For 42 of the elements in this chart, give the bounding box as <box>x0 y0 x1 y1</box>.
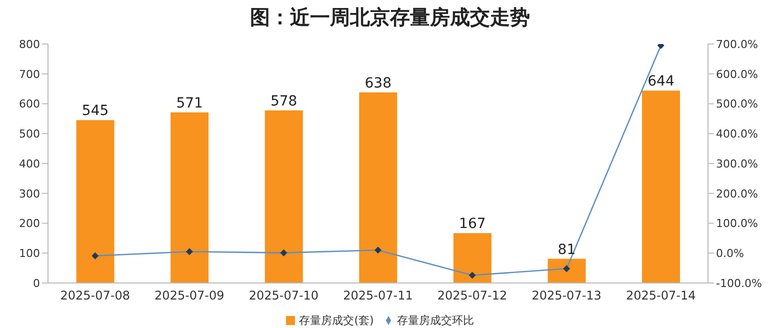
x-tick-label: 2025-07-08 <box>60 288 130 303</box>
chart-title: 图：近一周北京存量房成交走势 <box>249 4 531 31</box>
bar <box>76 120 114 283</box>
y-tick-label: 100 <box>19 247 40 260</box>
legend-label: 存量房成交(套) <box>299 314 374 327</box>
x-tick-label: 2025-07-09 <box>154 288 224 303</box>
y2-tick-label: 400.0% <box>716 128 758 141</box>
y-tick-label: 400 <box>19 157 40 170</box>
y-tick-label: 800 <box>19 38 40 51</box>
y2-tick-label: 600.0% <box>716 68 758 81</box>
data-label: 644 <box>648 74 674 90</box>
y-tick-label: 600 <box>19 98 40 111</box>
y2-tick-label: 100.0% <box>716 217 758 230</box>
bar <box>453 233 492 283</box>
data-label: 638 <box>364 75 392 92</box>
data-label: 81 <box>558 242 576 258</box>
data-label: 578 <box>270 93 298 110</box>
y2-tick-label: 0.0% <box>716 247 744 260</box>
legend-label: 存量房成交环比 <box>396 314 474 327</box>
x-tick-label: 2025-07-12 <box>437 288 508 303</box>
bar <box>264 110 303 283</box>
bar <box>359 92 398 283</box>
y-tick-label: 300 <box>19 187 40 200</box>
y-tick-label: 200 <box>19 217 40 230</box>
x-tick-label: 2025-07-11 <box>343 288 413 303</box>
y2-tick-label: -100.0% <box>716 276 762 290</box>
y-tick-label: 500 <box>19 128 40 141</box>
data-label: 167 <box>459 216 486 232</box>
y2-tick-label: 200.0% <box>716 187 758 200</box>
x-tick-label: 2025-07-10 <box>248 288 319 303</box>
bar <box>548 258 586 283</box>
x-tick-label: 2025-07-13 <box>532 288 602 303</box>
y2-tick-label: 300.0% <box>716 157 758 170</box>
y-tick-label: 0 <box>33 276 40 290</box>
data-label: 545 <box>82 103 109 120</box>
y2-tick-label: 700.0% <box>716 38 758 51</box>
data-label: 571 <box>176 95 203 112</box>
y2-tick-label: 500.0% <box>716 98 758 111</box>
x-tick-label: 2025-07-14 <box>626 288 696 303</box>
bar <box>170 112 209 283</box>
bar <box>642 90 680 283</box>
y-tick-label: 700 <box>19 68 40 81</box>
